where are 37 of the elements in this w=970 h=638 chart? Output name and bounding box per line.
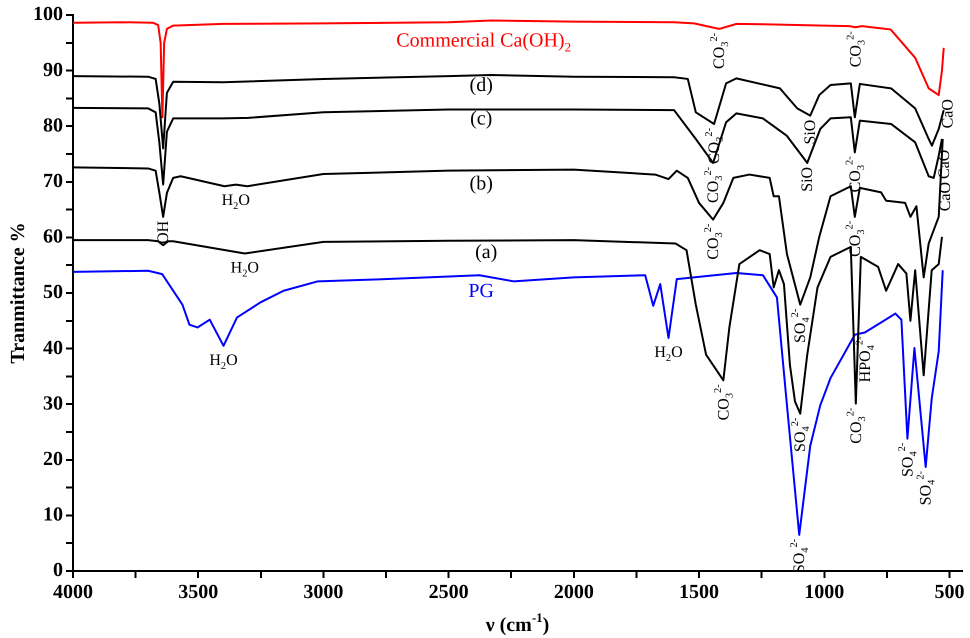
annotation: CaO (939, 99, 956, 128)
y-tick-label: 70 (43, 170, 63, 192)
series-label: (d) (470, 74, 493, 96)
y-tick-label: 80 (43, 114, 63, 136)
annotation: SO42- (790, 417, 812, 452)
annotation: SO42- (790, 308, 812, 343)
annotation: CO32- (708, 32, 732, 69)
y-tick-label: 90 (43, 58, 63, 81)
y-tick-label: 20 (43, 448, 63, 470)
x-tick-label: 4000 (53, 581, 93, 604)
y-tick-label: 60 (43, 226, 63, 248)
x-tick-label: 3500 (178, 581, 218, 604)
y-tick-label: 0 (53, 559, 63, 582)
x-tick-label: 2000 (554, 581, 594, 604)
series-label: (c) (470, 108, 492, 130)
annotation: CO32- (713, 384, 736, 420)
x-tick-label: 3000 (303, 581, 344, 604)
annotation: SO42- (915, 470, 938, 506)
series-label: (a) (475, 240, 498, 263)
x-tick-label: 1500 (679, 581, 720, 604)
annotation: SiO (802, 120, 820, 145)
annotation: SiO (799, 166, 816, 192)
series-label: PG (468, 280, 494, 302)
x-tick-label: 500 (934, 581, 964, 604)
annotation: CO32- (845, 30, 868, 68)
y-tick-label: 100 (33, 3, 63, 26)
y-tick-label: 10 (43, 504, 63, 526)
annotation: CO32- (702, 223, 726, 260)
x-tick-label: 1000 (804, 581, 844, 604)
annotation: CO32- (702, 166, 726, 203)
annotation: CO32- (846, 407, 868, 444)
x-tick-label: 2500 (428, 581, 469, 604)
y-tick-label: 50 (43, 281, 63, 304)
y-tick-label: 40 (43, 336, 63, 359)
series-label: (b) (470, 172, 493, 195)
y-tick-label: 30 (43, 392, 63, 414)
y-axis-title: Tranmittance % (7, 222, 29, 364)
